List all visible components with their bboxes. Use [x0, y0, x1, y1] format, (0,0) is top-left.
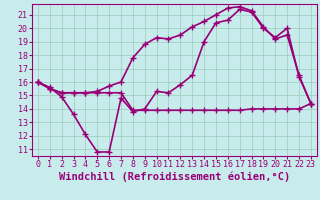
X-axis label: Windchill (Refroidissement éolien,°C): Windchill (Refroidissement éolien,°C) [59, 172, 290, 182]
